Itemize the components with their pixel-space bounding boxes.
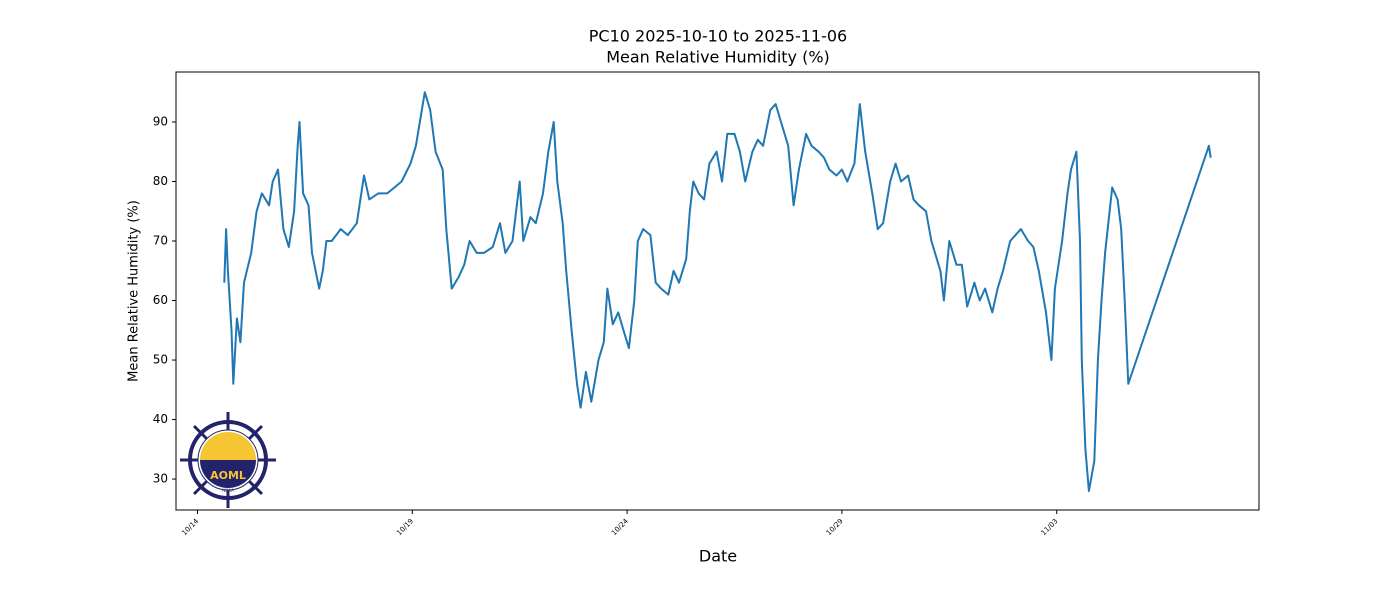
x-tick-label: 10/24: [610, 517, 630, 537]
y-tick-label: 40: [153, 412, 168, 426]
plot-frame: [175, 71, 1260, 511]
x-tick-label: 10/19: [395, 517, 415, 537]
y-tick-label: 30: [153, 472, 168, 486]
x-tick-label: 11/03: [1040, 517, 1060, 537]
y-tick-label: 80: [153, 174, 168, 188]
logo: AOML NOAA: [180, 412, 276, 508]
x-tick-label: 10/14: [180, 517, 200, 537]
y-axis-label: Mean Relative Humidity (%): [127, 200, 142, 382]
y-tick-label: 70: [153, 234, 168, 248]
chart-title: PC10 2025-10-10 to 2025-11-06: [589, 27, 847, 46]
y-tick-label: 50: [153, 353, 168, 367]
chart-subtitle: Mean Relative Humidity (%): [606, 48, 830, 67]
y-tick-label: 90: [153, 114, 168, 128]
x-axis-label: Date: [699, 547, 737, 566]
y-tick-label: 60: [153, 293, 168, 307]
data-line: [223, 91, 1212, 492]
logo-subtext: NOAA: [222, 488, 234, 493]
logo-text: AOML: [210, 469, 246, 482]
x-tick-label: 10/29: [825, 517, 845, 537]
